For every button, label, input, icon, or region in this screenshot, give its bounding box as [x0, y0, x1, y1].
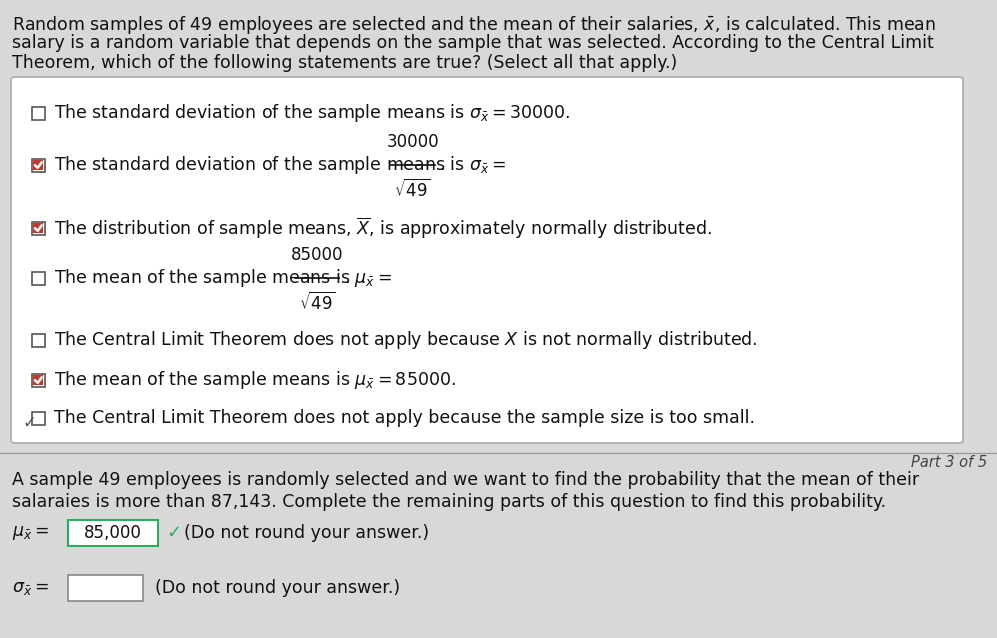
Text: The distribution of sample means, $\overline{X}$, is approximately normally dist: The distribution of sample means, $\over…: [54, 216, 712, 241]
Text: salaraies is more than 87,143. Complete the remaining parts of this question to : salaraies is more than 87,143. Complete …: [12, 493, 886, 511]
Text: $\sqrt{49}$: $\sqrt{49}$: [299, 292, 336, 314]
Bar: [32, 107, 45, 119]
Text: A sample 49 employees is randomly selected and we want to find the probability t: A sample 49 employees is randomly select…: [12, 471, 919, 489]
Bar: [32, 373, 45, 387]
Bar: [32, 221, 45, 235]
Text: $\sigma_{\bar{x}} = $: $\sigma_{\bar{x}} = $: [12, 579, 49, 597]
Text: ✓: ✓: [166, 524, 181, 542]
Text: salary is a random variable that depends on the sample that was selected. Accord: salary is a random variable that depends…: [12, 34, 934, 52]
Bar: [68, 575, 143, 601]
Bar: [32, 412, 45, 424]
Text: $\sqrt{49}$: $\sqrt{49}$: [394, 179, 431, 201]
Text: 85000: 85000: [291, 246, 344, 264]
Text: The mean of the sample means is $\mu_{\bar{x}} = $: The mean of the sample means is $\mu_{\b…: [54, 267, 392, 289]
Text: 85,000: 85,000: [84, 524, 142, 542]
Text: .: .: [440, 156, 445, 174]
Text: The standard deviation of the sample means is $\sigma_{\bar{x}} = $: The standard deviation of the sample mea…: [54, 154, 506, 176]
Bar: [32, 158, 45, 172]
Text: The mean of the sample means is $\mu_{\bar{x}} = 85000$.: The mean of the sample means is $\mu_{\b…: [54, 369, 456, 391]
Text: (Do not round your answer.): (Do not round your answer.): [155, 579, 400, 597]
Text: Random samples of 49 employees are selected and the mean of their salaries, $\ba: Random samples of 49 employees are selec…: [12, 14, 936, 36]
Bar: [32, 334, 45, 346]
Text: The standard deviation of the sample means is $\sigma_{\bar{x}} = 30000$.: The standard deviation of the sample mea…: [54, 102, 570, 124]
Bar: [68, 520, 158, 546]
Text: $\mu_{\bar{x}} = $: $\mu_{\bar{x}} = $: [12, 524, 49, 542]
Text: The Central Limit Theorem does not apply because the sample size is too small.: The Central Limit Theorem does not apply…: [54, 409, 755, 427]
Text: The Central Limit Theorem does not apply because $X$ is not normally distributed: The Central Limit Theorem does not apply…: [54, 329, 758, 351]
Bar: [33, 375, 43, 385]
Text: .: .: [344, 269, 350, 287]
Text: (Do not round your answer.): (Do not round your answer.): [184, 524, 429, 542]
Bar: [32, 272, 45, 285]
FancyBboxPatch shape: [11, 77, 963, 443]
Bar: [33, 160, 43, 170]
Text: Theorem, which of the following statements are true? (Select all that apply.): Theorem, which of the following statemen…: [12, 54, 677, 72]
Text: 30000: 30000: [386, 133, 439, 151]
Text: Part 3 of 5: Part 3 of 5: [911, 455, 987, 470]
Text: ✓: ✓: [22, 414, 36, 432]
Bar: [33, 223, 43, 233]
